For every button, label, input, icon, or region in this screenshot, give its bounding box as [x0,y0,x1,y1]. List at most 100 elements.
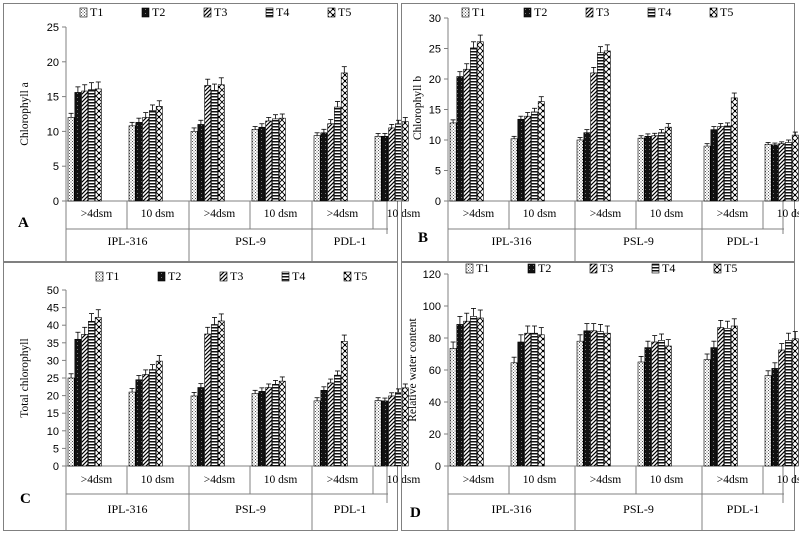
bar-T1 [764,375,772,467]
bar-T4 [785,340,792,467]
y-tick-label: 35 [47,338,59,350]
y-tick-label: 0 [53,461,59,473]
legend-entry: T3 [214,5,227,19]
bar-T2 [320,390,328,467]
bar-T4 [724,125,731,202]
bar-T3 [204,333,212,467]
legend-entry: T1 [106,269,119,283]
legend-swatch [281,271,290,282]
legend-swatch [141,7,150,18]
bar-T5 [155,360,163,467]
bar-T4 [88,89,95,202]
panel-letter: D [410,505,421,521]
y-tick-label: 30 [47,355,59,367]
group-label: IPL-316 [492,234,532,248]
legend-entry: T3 [230,269,243,283]
condition-label: 10 dsm [777,474,799,486]
legend-entry: T1 [472,5,485,19]
condition-label: >4dsm [81,208,112,220]
condition-label: >4dsm [81,474,112,486]
y-tick-label: 10 [47,426,59,438]
bar-T2 [644,136,652,202]
condition-label: 10 dsm [523,474,557,486]
y-axis-label: Relative water content [407,317,419,421]
legend-entry: T3 [596,5,609,19]
bar-T5 [94,317,102,467]
bar-T1 [449,122,457,202]
group-label: IPL-316 [108,502,148,516]
bar-T1 [510,362,518,467]
bar-T5 [537,101,545,202]
bar-T5 [278,117,286,202]
bar-T4 [724,328,731,467]
condition-label: 10 dsm [777,208,799,220]
bar-T4 [531,332,538,467]
y-tick-label: 20 [429,429,441,441]
bar-T2 [517,341,525,467]
bar-T3 [142,374,150,467]
y-axis-label: Chlorophyll b [412,76,424,140]
y-tick-label: 0 [53,196,59,208]
legend-swatch [465,263,474,274]
y-tick-label: 100 [423,301,441,313]
bar-T3 [265,387,273,467]
legend: T1 T2 T3 T4 T5 [95,269,367,283]
bar-T1 [637,361,645,467]
legend-entry: T1 [90,5,103,19]
bar-T2 [74,338,82,467]
condition-label: 10 dsm [523,208,557,220]
y-tick-label: 25 [47,22,59,34]
y-tick-label: 80 [429,333,441,345]
bar-T3 [327,123,335,202]
bar-T2 [381,400,389,467]
legend-entry: T4 [662,261,675,275]
condition-label: 10 dsm [387,208,421,220]
bar-T3 [651,341,659,467]
bar-T3 [524,332,532,467]
bar-T3 [463,68,471,202]
bar-T2 [771,368,779,467]
legend-entry: T5 [354,269,367,283]
group-label: PDL-1 [334,502,367,516]
chart-panel-A: 0 5 10 15 20 25 Chlorophyll a A T1 T2 T3 T4 T5 >4dsm 1… [3,3,421,262]
bar-T5 [730,97,738,202]
bar-T5 [603,50,611,202]
bar-T3 [590,330,598,467]
bar-T5 [664,345,672,467]
bar-T2 [258,126,266,202]
panel-letter: B [418,230,428,246]
legend: T1 T2 T3 T4 T5 [465,261,737,275]
bar-T2 [771,144,779,202]
group-label: PDL-1 [334,234,367,248]
condition-label: >4dsm [590,474,621,486]
bar-T3 [265,120,273,202]
condition-label: >4dsm [204,474,235,486]
condition-label: >4dsm [717,474,748,486]
bar-T2 [456,324,464,467]
bar-T1 [190,131,198,202]
bar-T4 [470,47,477,202]
y-tick-label: 5 [435,166,441,178]
bar-T2 [135,379,143,467]
bar-T3 [717,126,725,202]
bar-T5 [278,380,286,467]
bar-T3 [388,395,396,467]
bar-T2 [583,330,591,467]
bar-T3 [717,327,725,467]
y-tick-label: 40 [47,320,59,332]
condition-label: >4dsm [327,474,358,486]
y-tick-label: 20 [429,74,441,86]
bar-T5 [476,41,484,202]
bar-T1 [374,135,382,202]
y-tick-label: 20 [47,57,59,69]
group-label: PSL-9 [623,502,654,516]
bar-T1 [128,125,136,202]
bar-T5 [94,88,102,202]
condition-label: 10 dsm [387,474,421,486]
legend-entry: T2 [534,5,547,19]
legend-entry: T2 [168,269,181,283]
legend-swatch [265,7,274,18]
bar-T5 [340,341,348,467]
legend-swatch [527,263,536,274]
